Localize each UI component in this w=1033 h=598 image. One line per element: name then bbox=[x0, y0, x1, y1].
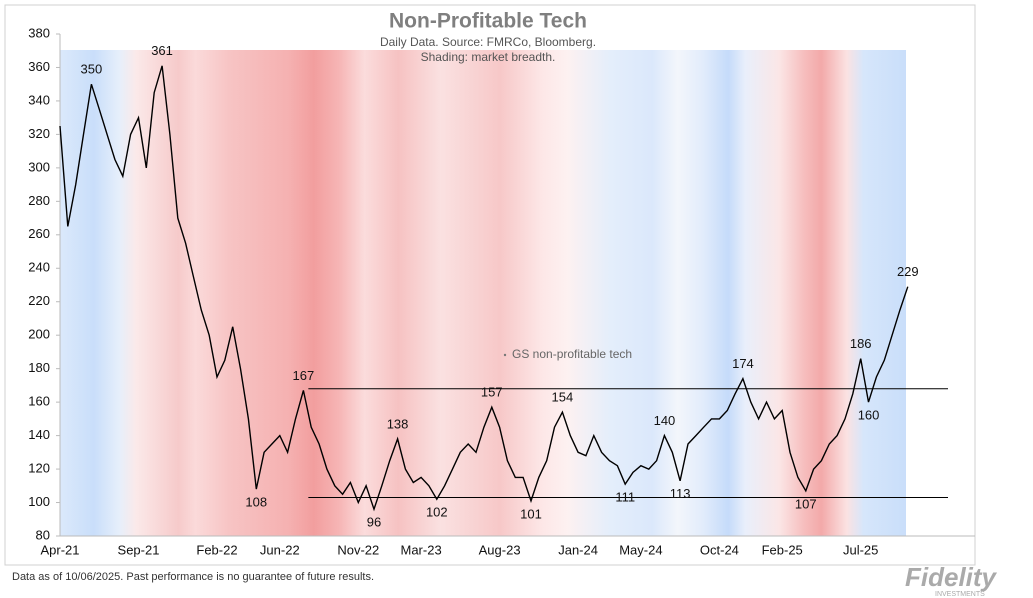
value-label: 111 bbox=[615, 490, 635, 505]
y-tick-label: 160 bbox=[28, 394, 50, 409]
logo-sub: INVESTMENTS bbox=[935, 591, 985, 598]
y-tick-label: 220 bbox=[28, 293, 50, 308]
series-line bbox=[59, 65, 909, 512]
chart-subtitle: Daily Data. Source: FMRCo, Bloomberg. bbox=[380, 35, 596, 49]
y-tick-label: 380 bbox=[28, 25, 50, 40]
value-label: 154 bbox=[552, 390, 574, 405]
chart-title: Non-Profitable Tech bbox=[389, 10, 587, 33]
value-label: 350 bbox=[81, 62, 103, 77]
x-tick-label: Aug-23 bbox=[479, 542, 521, 557]
value-label: 140 bbox=[654, 413, 676, 428]
y-tick-label: 80 bbox=[36, 527, 50, 542]
value-label: 167 bbox=[292, 368, 314, 383]
x-tick-label: Apr-21 bbox=[40, 542, 79, 557]
value-label: 107 bbox=[795, 496, 817, 511]
value-label: 361 bbox=[151, 43, 173, 58]
value-label: 186 bbox=[850, 336, 872, 351]
value-label: 229 bbox=[897, 264, 919, 279]
value-label: 113 bbox=[670, 486, 691, 501]
x-tick-label: Oct-24 bbox=[700, 542, 739, 557]
x-tick-label: Feb-25 bbox=[762, 542, 803, 557]
value-label: 108 bbox=[245, 495, 267, 510]
x-tick-label: Jan-24 bbox=[558, 542, 598, 557]
y-tick-label: 240 bbox=[28, 260, 50, 275]
y-tick-label: 180 bbox=[28, 360, 50, 375]
value-label: 157 bbox=[481, 385, 503, 400]
y-tick-label: 280 bbox=[28, 193, 50, 208]
legend-label: GS non-profitable tech bbox=[512, 347, 632, 361]
x-tick-label: Jul-25 bbox=[843, 542, 878, 557]
value-label: 96 bbox=[367, 515, 381, 530]
value-label: 102 bbox=[426, 505, 448, 520]
value-label: 174 bbox=[732, 356, 754, 371]
x-tick-label: Sep-21 bbox=[118, 542, 160, 557]
x-tick-label: Feb-22 bbox=[196, 542, 237, 557]
chart-subtitle: Shading: market breadth. bbox=[421, 50, 556, 64]
y-tick-label: 340 bbox=[28, 92, 50, 107]
legend-marker bbox=[503, 353, 507, 357]
y-tick-label: 120 bbox=[28, 461, 50, 476]
logo: Fidelity bbox=[905, 562, 998, 592]
y-tick-label: 100 bbox=[28, 494, 50, 509]
y-tick-label: 200 bbox=[28, 327, 50, 342]
value-label: 138 bbox=[387, 416, 409, 431]
breadth-shading bbox=[60, 50, 906, 536]
x-tick-label: Nov-22 bbox=[337, 542, 379, 557]
x-tick-label: May-24 bbox=[619, 542, 662, 557]
y-tick-label: 300 bbox=[28, 159, 50, 174]
y-tick-label: 260 bbox=[28, 226, 50, 241]
x-tick-label: Mar-23 bbox=[401, 542, 442, 557]
value-label: 160 bbox=[858, 408, 880, 423]
x-tick-label: Jun-22 bbox=[260, 542, 300, 557]
chart-frame bbox=[4, 4, 976, 566]
y-tick-label: 360 bbox=[28, 59, 50, 74]
footer-note: Data as of 10/06/2025. Past performance … bbox=[12, 571, 374, 583]
y-tick-label: 140 bbox=[28, 427, 50, 442]
value-label: 101 bbox=[520, 506, 542, 521]
y-tick-label: 320 bbox=[28, 126, 50, 141]
